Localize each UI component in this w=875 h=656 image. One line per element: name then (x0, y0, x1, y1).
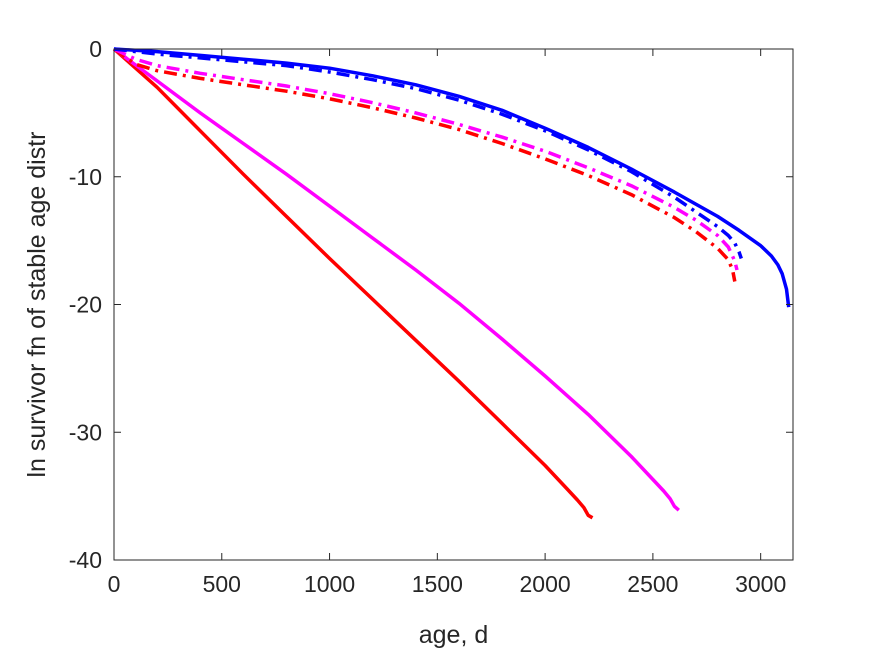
y-tick-label: -20 (69, 292, 102, 318)
y-tick-label: 0 (89, 36, 102, 62)
series-line-2 (112, 47, 680, 512)
series-line-5 (113, 47, 743, 260)
y-tick-label: -40 (69, 547, 102, 573)
y-tick-label: -30 (69, 419, 102, 445)
series-line-4 (113, 47, 739, 271)
x-tick-label: 500 (203, 571, 241, 597)
x-tick-label: 0 (108, 571, 121, 597)
axis-ticks (113, 48, 793, 561)
series-line-6 (113, 47, 791, 308)
y-axis-label: ln survivor fn of stable age distr (23, 132, 51, 478)
x-tick-label: 1000 (304, 571, 355, 597)
x-axis-label: age, d (419, 621, 489, 649)
axis-tick-labels: 0 500 1000 1500 2000 2500 3000 0 -10 -20 -30 -40 (69, 36, 787, 597)
x-tick-label: 1500 (412, 571, 463, 597)
x-tick-label: 2000 (520, 571, 571, 597)
x-tick-label: 3000 (735, 571, 786, 597)
x-tick-label: 2500 (627, 571, 678, 597)
plot-lines (112, 47, 791, 520)
y-tick-label: -10 (69, 164, 102, 190)
series-line-1 (112, 47, 594, 520)
